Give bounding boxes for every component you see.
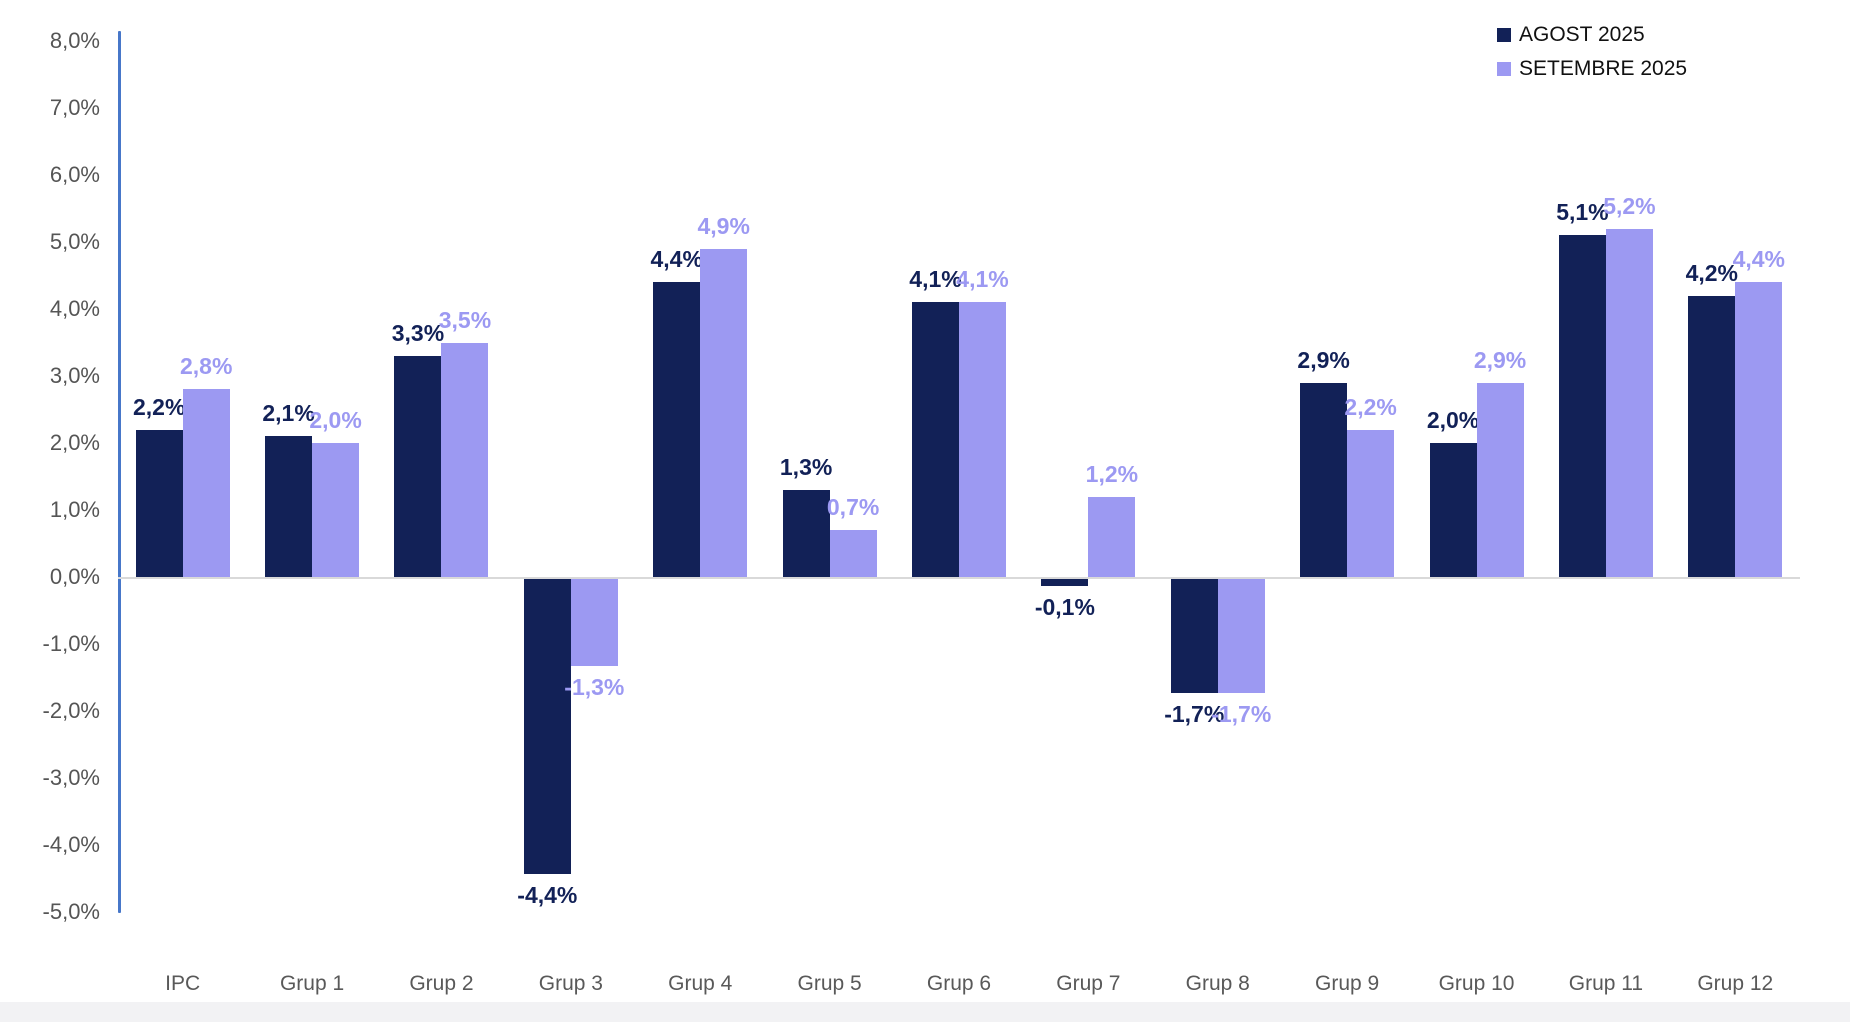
bar-setembre bbox=[1735, 282, 1783, 577]
legend-label-setembre: SETEMBRE 2025 bbox=[1519, 57, 1688, 80]
bar-value-label-agost: 4,2% bbox=[1685, 259, 1739, 286]
bar-agost bbox=[1300, 382, 1348, 577]
bar-value-label-agost: 2,0% bbox=[1426, 407, 1480, 433]
x-axis-category-label: Grup 10 bbox=[1438, 972, 1515, 995]
bar-value-label-setembre: 1,2% bbox=[1085, 460, 1139, 487]
bar-value-label-agost: 5,1% bbox=[1556, 199, 1609, 226]
bar-setembre bbox=[1088, 496, 1136, 577]
bar-value-label-setembre: 3,5% bbox=[438, 306, 492, 333]
bar-setembre bbox=[570, 579, 618, 667]
bar-agost bbox=[394, 355, 442, 577]
bar-setembre bbox=[1347, 429, 1395, 577]
bar-value-label-agost: 4,1% bbox=[909, 266, 962, 293]
bar-value-label-setembre: -1,3% bbox=[564, 674, 625, 701]
bar-agost bbox=[523, 579, 571, 874]
bottom-strip bbox=[0, 1002, 1850, 1022]
bar-setembre bbox=[1605, 228, 1653, 577]
bar-agost bbox=[1170, 579, 1218, 693]
bar-value-label-setembre: 2,2% bbox=[1344, 393, 1397, 420]
legend-marker-agost bbox=[1497, 28, 1511, 42]
x-axis-category-label: Grup 11 bbox=[1568, 972, 1644, 995]
y-axis-tick-label: 0,0% bbox=[49, 564, 100, 589]
x-axis-category-label: IPC bbox=[165, 972, 201, 995]
x-axis-category-label: Grup 9 bbox=[1315, 972, 1380, 995]
y-axis-tick-label: 3,0% bbox=[49, 363, 100, 388]
bar-value-label-setembre: 4,4% bbox=[1732, 246, 1786, 273]
bar-setembre bbox=[1476, 382, 1524, 577]
y-axis-tick-label: 6,0% bbox=[49, 162, 100, 187]
bar-value-label-setembre: 4,1% bbox=[956, 266, 1009, 293]
x-axis-category-label: Grup 1 bbox=[279, 972, 345, 995]
bar-setembre bbox=[829, 530, 877, 577]
y-axis-tick-label: -1,0% bbox=[42, 631, 100, 656]
bar-agost bbox=[1558, 235, 1606, 577]
x-axis-category-label: Grup 5 bbox=[797, 972, 862, 995]
bar-agost bbox=[265, 436, 313, 577]
bar-setembre bbox=[959, 302, 1006, 577]
bar-value-label-setembre: -1,7% bbox=[1211, 700, 1272, 727]
y-axis-tick-label: 4,0% bbox=[49, 296, 100, 321]
y-axis-line bbox=[118, 31, 121, 913]
bar-value-label-agost: 2,1% bbox=[262, 400, 315, 427]
bar-value-label-setembre: 2,9% bbox=[1473, 346, 1527, 373]
x-axis-category-label: Grup 3 bbox=[538, 972, 603, 995]
bar-value-label-agost: 2,9% bbox=[1297, 346, 1350, 373]
bar-agost bbox=[1688, 295, 1736, 577]
bar-value-label-setembre: 2,8% bbox=[179, 353, 233, 380]
y-axis-tick-label: 2,0% bbox=[49, 430, 100, 455]
bar-value-label-setembre: 5,2% bbox=[1603, 192, 1656, 219]
bar-value-label-setembre: 4,9% bbox=[697, 212, 750, 239]
bar-value-label-agost: 3,3% bbox=[391, 319, 445, 346]
x-axis-category-label: Grup 12 bbox=[1697, 972, 1774, 995]
bar-value-label-agost: 2,2% bbox=[132, 393, 186, 420]
bar-agost bbox=[1429, 443, 1477, 577]
bar-setembre bbox=[312, 443, 360, 577]
y-axis-tick-label: -4,0% bbox=[42, 832, 100, 857]
y-axis-tick-label: 8,0% bbox=[49, 28, 100, 53]
x-axis-category-label: Grup 4 bbox=[668, 972, 733, 995]
bar-agost bbox=[653, 282, 701, 577]
y-axis-tick-label: -5,0% bbox=[42, 899, 100, 924]
zero-gridline bbox=[118, 577, 1800, 579]
y-axis-tick-label: -2,0% bbox=[42, 698, 100, 723]
bar-agost bbox=[912, 302, 959, 577]
legend-item-setembre: SETEMBRE 2025 bbox=[1497, 52, 1687, 86]
legend-marker-setembre bbox=[1497, 62, 1511, 76]
bar-value-label-agost: 1,3% bbox=[779, 453, 833, 480]
legend: AGOST 2025 SETEMBRE 2025 bbox=[1497, 18, 1687, 86]
y-axis-tick-label: 7,0% bbox=[49, 95, 100, 120]
bar-value-label-agost: -4,4% bbox=[517, 881, 578, 908]
y-axis-tick-label: 5,0% bbox=[49, 229, 100, 254]
bar-value-label-agost: -1,7% bbox=[1164, 700, 1225, 727]
y-axis-tick-label: 1,0% bbox=[49, 497, 100, 522]
bar-setembre bbox=[1217, 579, 1265, 693]
x-axis-category-label: Grup 7 bbox=[1056, 972, 1121, 995]
bar-agost bbox=[782, 489, 830, 577]
bar-setembre bbox=[700, 248, 748, 577]
bar-value-label-agost: 4,4% bbox=[650, 246, 703, 273]
bar-value-label-setembre: 2,0% bbox=[309, 407, 362, 433]
bar-value-label-agost: -0,1% bbox=[1034, 593, 1095, 620]
x-axis-category-label: Grup 6 bbox=[926, 972, 992, 995]
bar-setembre bbox=[182, 389, 230, 577]
x-axis-category-label: Grup 8 bbox=[1185, 972, 1250, 995]
bar-agost bbox=[1041, 579, 1089, 586]
bar-agost bbox=[135, 429, 183, 577]
x-axis-category-label: Grup 2 bbox=[409, 972, 474, 995]
bar-setembre bbox=[441, 342, 489, 577]
legend-label-agost: AGOST 2025 bbox=[1519, 23, 1645, 46]
legend-item-agost: AGOST 2025 bbox=[1497, 18, 1687, 52]
y-axis-tick-label: -3,0% bbox=[42, 765, 100, 790]
bar-value-label-setembre: 0,7% bbox=[826, 494, 880, 521]
